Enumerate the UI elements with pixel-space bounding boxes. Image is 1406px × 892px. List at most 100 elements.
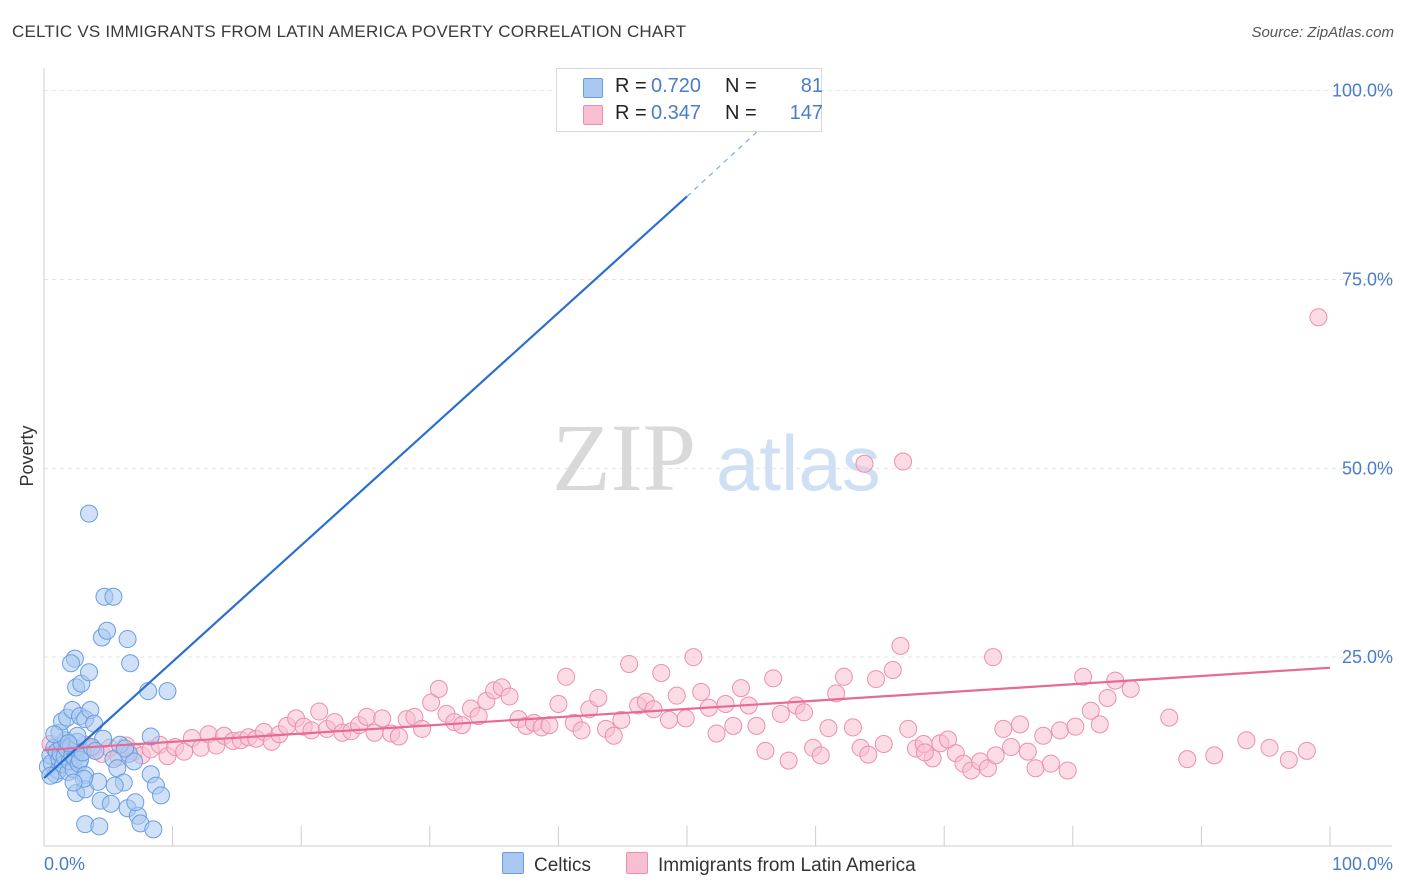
celtics-legend-label: Celtics [534,855,592,876]
immigrants-point [652,664,671,683]
immigrants-point [422,693,441,712]
immigrants-point [620,654,639,673]
celtics-legend-swatch [502,852,524,874]
immigrants-point [572,721,591,740]
immigrants-point [984,648,1003,667]
immigrants-point [771,704,790,723]
immigrants-point [644,700,663,719]
correlation-legend: R = 0.720 N = 81 R = 0.347 N = 147 [556,68,823,132]
immigrants-point [843,718,862,737]
immigrants-point [867,670,886,689]
immigrants-point [1026,759,1045,778]
celtics-trend-line [43,195,688,779]
chart-title: CELTIC VS IMMIGRANTS FROM LATIN AMERICA … [12,22,687,41]
immigrants-point [684,648,703,667]
bottom-legend-immigrants[interactable]: Immigrants from Latin America [626,852,916,877]
legend-r-label: R = [615,75,647,97]
immigrants-point [373,709,392,728]
immigrants-point [779,751,798,770]
gridlines [44,90,1392,658]
legend-r-value: 0.347 [651,102,702,124]
immigrants-point [883,661,902,680]
celtics-point [144,820,163,839]
immigrants-point [389,727,408,746]
immigrants-point [747,716,766,735]
celtics-points [38,504,177,839]
immigrants-point [716,694,735,713]
celtics-point [121,654,140,673]
immigrants-point [452,716,471,735]
immigrants-point [1066,717,1085,736]
celtics-point [118,630,137,649]
immigrants-point [429,679,448,698]
immigrants-point [175,742,194,761]
immigrants-point [1297,741,1316,760]
watermark-atlas: atlas [716,419,881,507]
immigrants-point [891,636,910,655]
immigrants-point [357,707,376,726]
celtics-point [105,776,124,795]
immigrants-point [724,716,743,735]
x-axis-ticks [172,826,1331,846]
immigrants-swatch [583,105,603,125]
immigrants-point [811,746,830,765]
y-tick-label: 50.0% [1342,458,1393,478]
celtics-point [126,793,145,812]
legend-n-value: 81 [800,75,823,97]
celtics-point [90,817,109,836]
celtics-point [80,504,99,523]
immigrants-point [1237,731,1256,750]
immigrants-point [819,719,838,738]
celtics-point [64,773,83,792]
immigrants-point [994,719,1013,738]
celtics-point [62,654,81,673]
celtics-point [116,739,135,758]
immigrants-point [915,743,934,762]
celtics-point [80,663,99,682]
bottom-legend-celtics[interactable]: Celtics [502,852,591,877]
immigrants-point [1205,746,1224,765]
celtics-point [41,766,60,785]
immigrants-point [986,746,1005,765]
immigrants-point [1121,679,1140,698]
immigrants-point [1034,726,1053,745]
immigrants-point [1260,738,1279,757]
immigrants-point [549,694,568,713]
legend-r-label: R = [615,102,647,124]
legend-r-value: 0.720 [651,75,702,97]
y-axis-tick-labels: 100.0% 75.0% 50.0% 25.0% [1332,81,1393,668]
celtics-point [158,682,177,701]
immigrants-point [894,452,913,471]
immigrants-point [1178,750,1197,769]
immigrants-point [1279,750,1298,769]
immigrants-legend-swatch [626,852,648,874]
y-axis-label: Poverty [17,425,37,486]
x-tick-label-max: 100.0% [1332,854,1393,874]
immigrants-point [302,721,321,740]
immigrants-point [1041,754,1060,773]
y-tick-label: 75.0% [1342,269,1393,289]
immigrants-point [899,719,918,738]
immigrants-point [1160,708,1179,727]
immigrants-point [667,686,686,705]
immigrants-point [756,741,775,760]
immigrants-point [589,688,608,707]
immigrants-point [557,667,576,686]
x-tick-label-min: 0.0% [44,854,85,874]
immigrants-point [692,682,711,701]
immigrants-point [732,679,751,698]
immigrants-point [827,684,846,703]
immigrants-point [500,687,519,706]
y-tick-label: 100.0% [1332,81,1393,101]
celtics-point [98,621,117,640]
immigrants-point [1081,701,1100,720]
immigrants-point [604,726,623,745]
immigrants-point [834,667,853,686]
celtics-swatch [583,78,603,98]
immigrants-legend-label: Immigrants from Latin America [658,855,916,876]
source-credit: Source: ZipAtlas.com [1251,24,1394,41]
legend-n-label: N = [725,102,757,124]
watermark: ZIP atlas [552,404,881,511]
immigrants-point [413,719,432,738]
